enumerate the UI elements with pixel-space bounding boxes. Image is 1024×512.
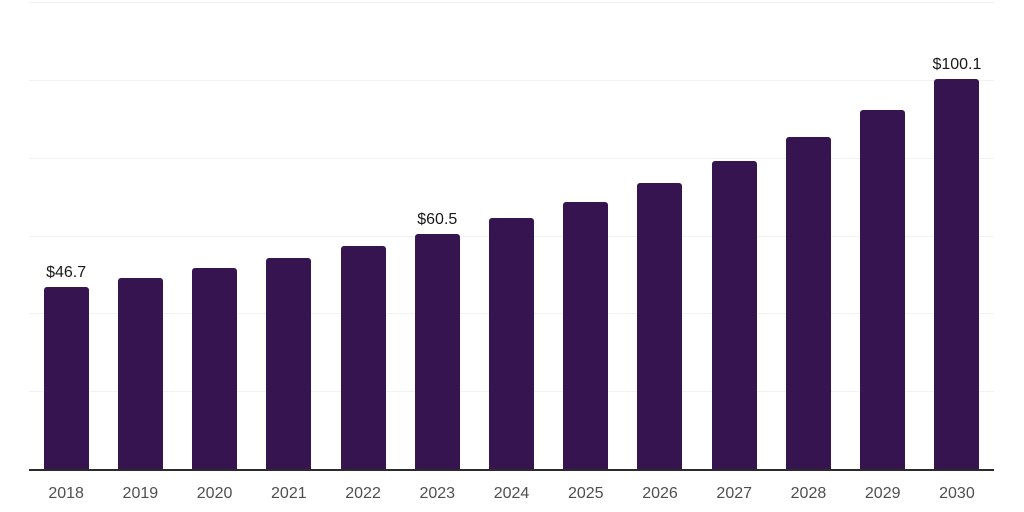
plot-area: $46.7 $60.5 $100.1 bbox=[29, 2, 994, 471]
bar-2030 bbox=[934, 79, 980, 469]
x-tick-label: 2023 bbox=[419, 485, 456, 502]
bar-band bbox=[697, 2, 771, 469]
x-tick-label: 2026 bbox=[642, 485, 678, 502]
bar-2021 bbox=[266, 258, 312, 469]
x-tick-label: 2025 bbox=[567, 485, 604, 502]
x-tick-label: 2020 bbox=[196, 485, 233, 502]
x-tick-label: 2021 bbox=[271, 485, 307, 502]
bar-value-label: $60.5 bbox=[417, 210, 458, 228]
gridline bbox=[29, 157, 994, 159]
bar-2024 bbox=[489, 217, 535, 469]
bar-2020 bbox=[192, 268, 238, 469]
x-tick-label: 2019 bbox=[122, 485, 159, 502]
bar-band bbox=[623, 2, 697, 469]
bar-2027 bbox=[711, 160, 757, 469]
bar-value-label: $100.1 bbox=[932, 56, 982, 74]
bar-band bbox=[252, 2, 326, 469]
bar-2028 bbox=[785, 137, 831, 469]
bar-2025 bbox=[563, 202, 609, 469]
bar-band bbox=[326, 2, 400, 469]
bar-value-label: $46.7 bbox=[46, 264, 87, 282]
gridline bbox=[29, 79, 994, 81]
x-tick-label: 2029 bbox=[864, 485, 901, 502]
bar-2019 bbox=[117, 277, 163, 469]
bar-band bbox=[846, 2, 920, 469]
x-axis-labels: 2018 2019 2020 2021 2022 2023 2024 2025 2026 2027… bbox=[29, 484, 994, 503]
x-tick-label: 2024 bbox=[493, 485, 530, 502]
bar-2023 bbox=[414, 233, 460, 469]
bar-2022 bbox=[340, 245, 386, 469]
bar-band: $100.1 bbox=[920, 2, 994, 469]
bars: $46.7 $60.5 $100.1 bbox=[29, 2, 994, 469]
bar-band bbox=[474, 2, 548, 469]
x-tick-label: 2030 bbox=[939, 485, 975, 502]
x-tick-label: 2022 bbox=[345, 485, 381, 502]
bar-band: $46.7 bbox=[29, 2, 103, 469]
bar-band bbox=[549, 2, 623, 469]
gridline bbox=[29, 2, 994, 3]
x-tick-label: 2027 bbox=[716, 485, 753, 502]
bar-2018 bbox=[43, 287, 89, 469]
x-tick-label: 2028 bbox=[790, 485, 827, 502]
bar-band: $60.5 bbox=[400, 2, 474, 469]
x-tick-label: 2018 bbox=[48, 485, 84, 502]
bar-band bbox=[177, 2, 251, 469]
bar-band bbox=[103, 2, 177, 469]
bar-band bbox=[771, 2, 845, 469]
bar-2029 bbox=[860, 110, 906, 469]
bar-2026 bbox=[637, 182, 683, 469]
